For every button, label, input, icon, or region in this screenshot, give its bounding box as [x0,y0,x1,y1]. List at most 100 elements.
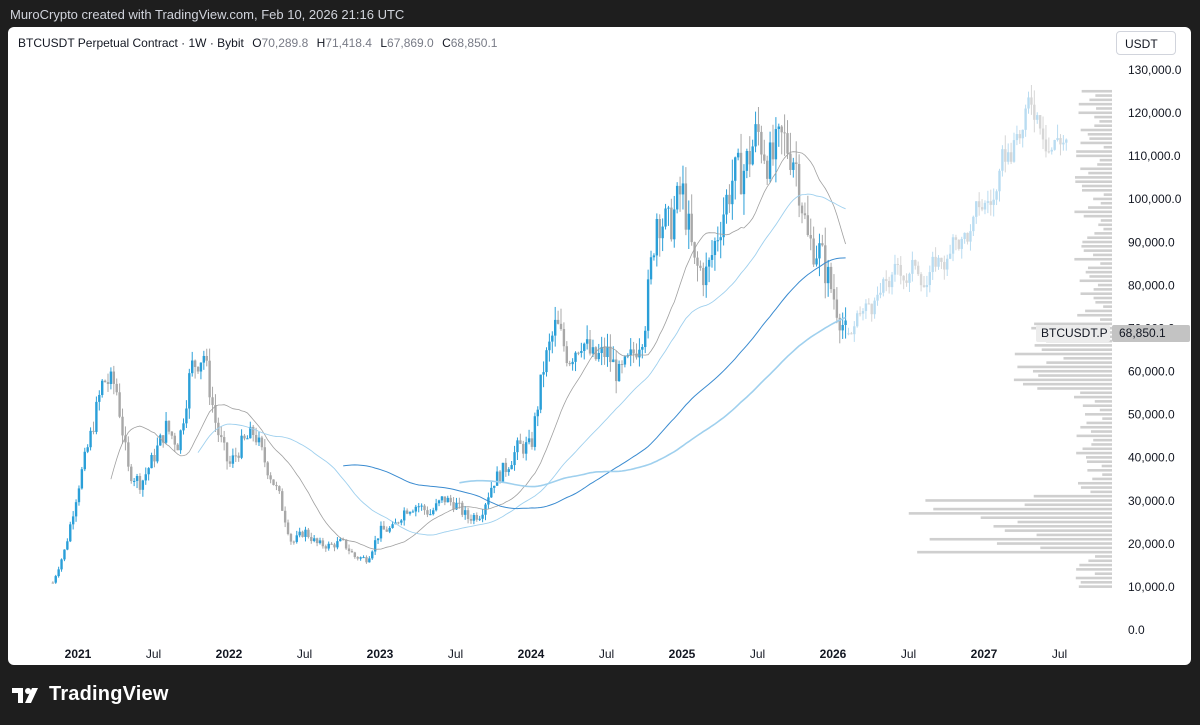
x-tick-label: 2023 [367,647,394,661]
candle-body [458,502,461,504]
candle-body [655,218,659,256]
y-tick-label: 30,000.0 [1128,494,1175,508]
volume-profile-bar [1097,163,1112,166]
x-tick-label: 2027 [971,647,998,661]
volume-profile-bar [1022,382,1112,386]
candle-body [103,380,107,383]
candle-body [429,514,432,516]
candle-body [690,213,693,243]
candle-body [443,496,447,503]
volume-profile-bar [1080,292,1112,295]
volume-profile-bar [1079,279,1112,283]
candle-body [77,488,81,503]
candle-body [838,317,841,331]
volume-profile-bar [1074,257,1112,261]
projection-body [972,216,975,232]
candle-body [734,157,737,181]
candle-body [507,469,510,473]
candle-body [765,160,769,179]
candle-body [763,154,766,161]
volume-profile-bar [996,542,1112,545]
volume-profile-bar [1078,585,1112,588]
projection-body [908,273,911,283]
candle-body [417,506,420,508]
projection-body [1038,115,1042,129]
y-tick-label: 90,000.0 [1128,235,1175,249]
candle-body [632,349,635,354]
candle-body [600,346,603,354]
candle-body [533,416,537,447]
candle-body [344,539,348,549]
chart-panel[interactable]: 130,000.0 120,000.0 110,000.0 100,000.0 90,0… [8,27,1191,665]
candle-body [222,437,226,443]
volume-profile-bar [1032,369,1112,373]
volume-profile-bar [1087,266,1112,270]
candle-body [365,557,368,563]
projection-body [885,279,888,281]
candle-body [644,330,647,347]
x-tick-label: 2025 [669,647,696,661]
ma-100-line [343,257,846,510]
volume-profile-bar [917,550,1112,554]
candle-body [373,540,377,552]
volume-profile-bar [1095,555,1112,558]
projection-body [1053,139,1056,150]
volume-profile-bar [1100,262,1112,265]
candle-body [86,447,89,452]
candle-body [664,208,667,227]
volume-profile-bar [1076,434,1112,438]
candle-body [208,360,211,398]
projection-body [998,170,1001,192]
candle-body [786,133,789,154]
candle-body [771,142,775,160]
candle-body [304,529,307,537]
candle-body [240,435,243,458]
candle-body [144,474,147,481]
candle-body [269,475,272,480]
candle-body [179,430,182,451]
projection-body [879,292,882,295]
volume-profile-bar [1017,520,1112,524]
x-tick-label: Jul [599,647,614,661]
projection-body [867,303,871,305]
candle-body [368,558,371,563]
candle-body [420,505,423,507]
candle-body [504,462,508,473]
candle-body [795,162,798,165]
tradingview-logo[interactable]: TradingView [12,683,169,706]
volume-profile-bar [1094,572,1112,575]
y-tick-label: 40,000.0 [1128,451,1175,465]
y-tick-label: 50,000.0 [1128,408,1175,422]
candle-body [127,442,130,467]
price-chart[interactable]: 130,000.0 120,000.0 110,000.0 100,000.0 90,0… [8,27,1191,665]
volume-profile-bar [993,525,1112,528]
candle-body [283,510,287,523]
candle-body [742,170,746,195]
projection-body [983,202,987,210]
volume-profile-bar [1085,309,1112,313]
symbol-price-tag: BTCUSDT.P [1036,325,1110,342]
candle-body [161,435,165,443]
candle-body [609,346,612,363]
y-tick-label: 100,000.0 [1128,192,1182,206]
candle-body [728,194,731,205]
projection-body [873,300,876,315]
candle-body [260,437,264,448]
candle-body [254,435,258,443]
volume-profile-bar [1079,563,1112,567]
candle-body [498,471,502,482]
candle-body [725,194,728,215]
candle-body [202,355,206,363]
projection-body [864,303,868,312]
candle-body [98,394,101,402]
candle-body [141,480,145,490]
volume-profile-bar [1103,227,1112,231]
currency-selector[interactable]: USDT [1116,31,1176,55]
candle-body [789,153,792,170]
candle-body [731,180,734,205]
candle-body [281,491,284,511]
candle-body [220,435,223,438]
candle-body [757,124,760,132]
candle-body [463,510,467,515]
y-tick-label: 0.0 [1128,623,1145,637]
